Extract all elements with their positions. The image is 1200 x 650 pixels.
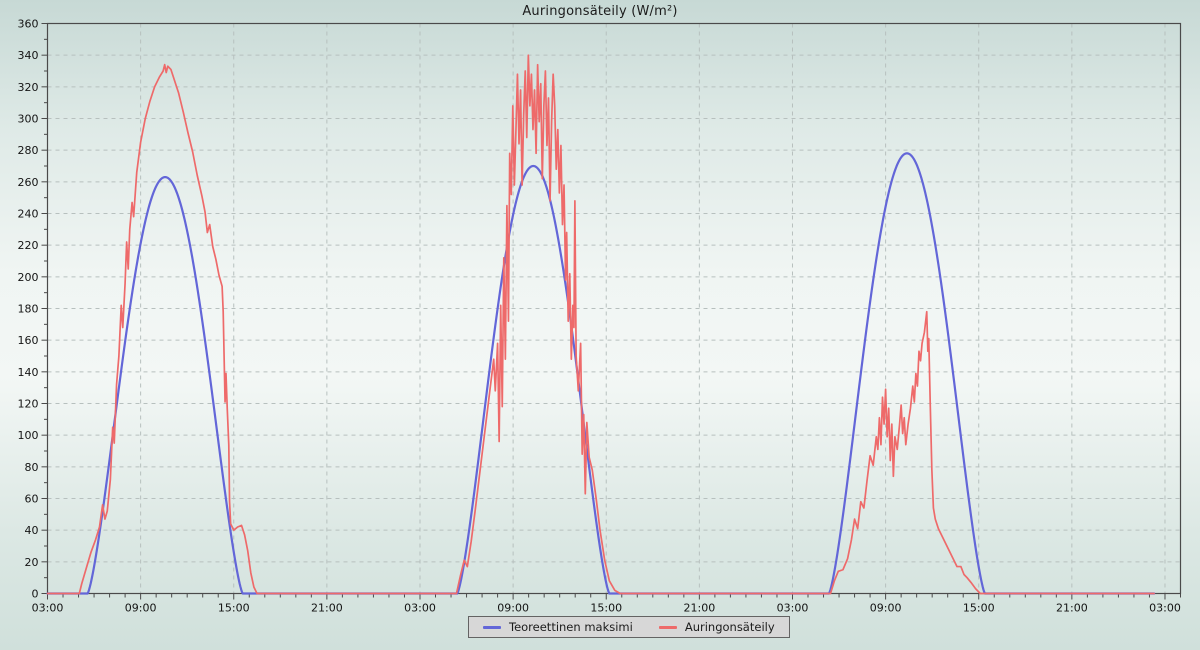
y-tick-label: 340: [18, 49, 39, 62]
y-tick-label: 360: [18, 18, 39, 31]
y-tick-label: 180: [18, 303, 39, 316]
y-tick-label: 60: [25, 493, 39, 506]
legend-label: Auringonsäteily: [684, 620, 775, 634]
y-tick-label: 320: [18, 81, 39, 94]
x-tick-label: 09:00: [125, 602, 157, 615]
legend-entry-auringonsateily: Auringonsäteily: [658, 620, 775, 634]
y-tick-label: 220: [18, 239, 39, 252]
y-tick-label: 40: [25, 524, 39, 537]
x-tick-label: 09:00: [497, 602, 529, 615]
chart-title: Auringonsäteily (W/m²): [522, 4, 678, 19]
x-tick-label: 21:00: [1056, 602, 1088, 615]
y-tick-label: 20: [25, 556, 39, 569]
x-tick-label: 15:00: [590, 602, 622, 615]
legend-entry-teoreettinen-maksimi: Teoreettinen maksimi: [483, 620, 633, 634]
x-tick-label: 09:00: [870, 602, 902, 615]
legend-swatch-red-line-icon: [658, 625, 677, 629]
chart-legend: Teoreettinen maksimi Auringonsäteily: [468, 616, 790, 638]
y-tick-label: 280: [18, 144, 39, 157]
y-tick-label: 240: [18, 208, 39, 221]
y-tick-label: 80: [25, 461, 39, 474]
y-tick-label: 140: [18, 366, 39, 379]
y-tick-label: 100: [18, 429, 39, 442]
y-tick-label: 260: [18, 176, 39, 189]
series-line-auringons-teily: [46, 54, 1155, 595]
y-tick-label: 300: [18, 113, 39, 126]
x-tick-label: 03:00: [404, 602, 436, 615]
y-tick-label: 120: [18, 398, 39, 411]
x-tick-label: 15:00: [218, 602, 250, 615]
x-tick-label: 21:00: [684, 602, 716, 615]
series-line-teoreettinen-maksimi: [46, 152, 1156, 595]
x-tick-label: 21:00: [311, 602, 343, 615]
x-tick-label: 03:00: [777, 602, 809, 615]
y-tick-label: 160: [18, 334, 39, 347]
x-tick-label: 03:00: [1149, 602, 1181, 615]
x-tick-label: 03:00: [32, 602, 64, 615]
x-tick-label: 15:00: [963, 602, 995, 615]
y-tick-label: 0: [32, 588, 39, 601]
legend-swatch-blue-line-icon: [483, 625, 501, 629]
legend-label: Teoreettinen maksimi: [509, 620, 633, 634]
y-tick-label: 200: [18, 271, 39, 284]
